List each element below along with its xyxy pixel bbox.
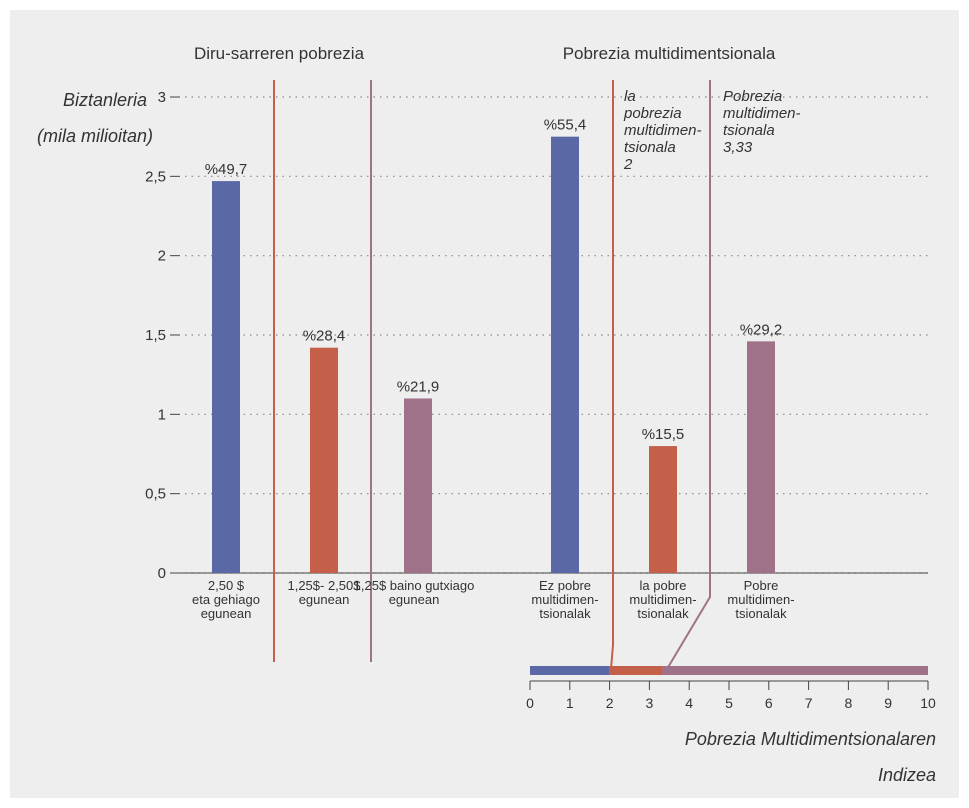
threshold-annotation: tsionala: [723, 122, 775, 139]
group-title: Diru-sarreren pobrezia: [194, 44, 365, 63]
threshold-annotation: 2: [623, 156, 633, 173]
category-label: egunean: [389, 592, 440, 607]
y-tick-label: 3: [158, 89, 166, 106]
bar-value-label: %55,4: [544, 117, 587, 134]
threshold-annotation: tsionala: [624, 139, 676, 156]
index-title: Pobrezia Multidimentsionalaren: [685, 729, 936, 749]
threshold-annotation: pobrezia: [623, 105, 682, 122]
bar: [551, 136, 579, 573]
category-label: egunean: [299, 592, 350, 607]
group-title: Pobrezia multidimentsionala: [563, 44, 776, 63]
threshold-line-333: [666, 80, 711, 670]
index-tick-label: 2: [606, 695, 614, 711]
index-tick-label: 3: [646, 695, 654, 711]
index-tick-label: 10: [920, 695, 936, 711]
bar-value-label: %15,5: [642, 426, 685, 443]
bar: [310, 347, 338, 573]
chart-panel: 0 0,5 1 1,5 2 2,5 3 %49,7 2,50 $ eta gehiago egune…: [10, 10, 959, 798]
index-tick-label: 1: [566, 695, 574, 711]
threshold-annotation: 3,33: [723, 139, 753, 156]
category-label: eta gehiago: [192, 592, 260, 607]
index-segment: [530, 666, 610, 675]
y-axis-title: Biztanleria: [63, 90, 147, 110]
bar: [212, 181, 240, 574]
category-label: multidimen-: [629, 592, 696, 607]
category-label: la pobre: [640, 578, 687, 593]
index-segment: [609, 666, 663, 675]
y-tick-label: 0,5: [145, 486, 166, 503]
threshold-annotation: multidimen-: [723, 105, 801, 122]
index-title: Indizea: [878, 765, 936, 785]
index-tick-label: 7: [805, 695, 813, 711]
chart: 00,511,522,53%49,72,50 $eta gehiagoegune…: [37, 44, 936, 785]
bar: [404, 398, 432, 573]
category-label: multidimen-: [531, 592, 598, 607]
y-tick-label: 1: [158, 406, 166, 423]
category-label: multidimen-: [727, 592, 794, 607]
y-tick-label: 2,5: [145, 168, 166, 185]
y-tick-label: 0: [158, 565, 166, 582]
threshold-annotation: Pobrezia: [723, 88, 782, 105]
bar-value-label: %21,9: [397, 378, 440, 395]
threshold-annotation: la: [624, 88, 636, 105]
bar-value-label: %49,7: [205, 161, 248, 178]
y-axis-title: (mila milioitan): [37, 126, 153, 146]
y-tick-label: 2: [158, 248, 166, 265]
index-tick-label: 6: [765, 695, 773, 711]
index-tick-label: 0: [526, 695, 534, 711]
category-label: tsionalak: [637, 606, 689, 621]
index-tick-label: 8: [845, 695, 853, 711]
category-label: tsionalak: [735, 606, 787, 621]
index-tick-label: 5: [725, 695, 733, 711]
index-tick-label: 4: [685, 695, 693, 711]
index-segment: [662, 666, 928, 675]
category-label: Pobre: [744, 578, 779, 593]
category-label: egunean: [201, 606, 252, 621]
y-tick-label: 1,5: [145, 327, 166, 344]
category-label: 1,25$- 2,50$: [287, 578, 361, 593]
bar: [747, 341, 775, 573]
bar: [649, 446, 677, 573]
threshold-line-2: [610, 80, 614, 670]
category-label: 2,50 $: [208, 578, 245, 593]
bar-value-label: %29,2: [740, 321, 783, 338]
category-label: 1,25$ baino gutxiago: [354, 578, 475, 593]
index-tick-label: 9: [884, 695, 892, 711]
bar-value-label: %28,4: [303, 328, 346, 345]
category-label: Ez pobre: [539, 578, 591, 593]
category-label: tsionalak: [539, 606, 591, 621]
threshold-annotation: multidimen-: [624, 122, 702, 139]
